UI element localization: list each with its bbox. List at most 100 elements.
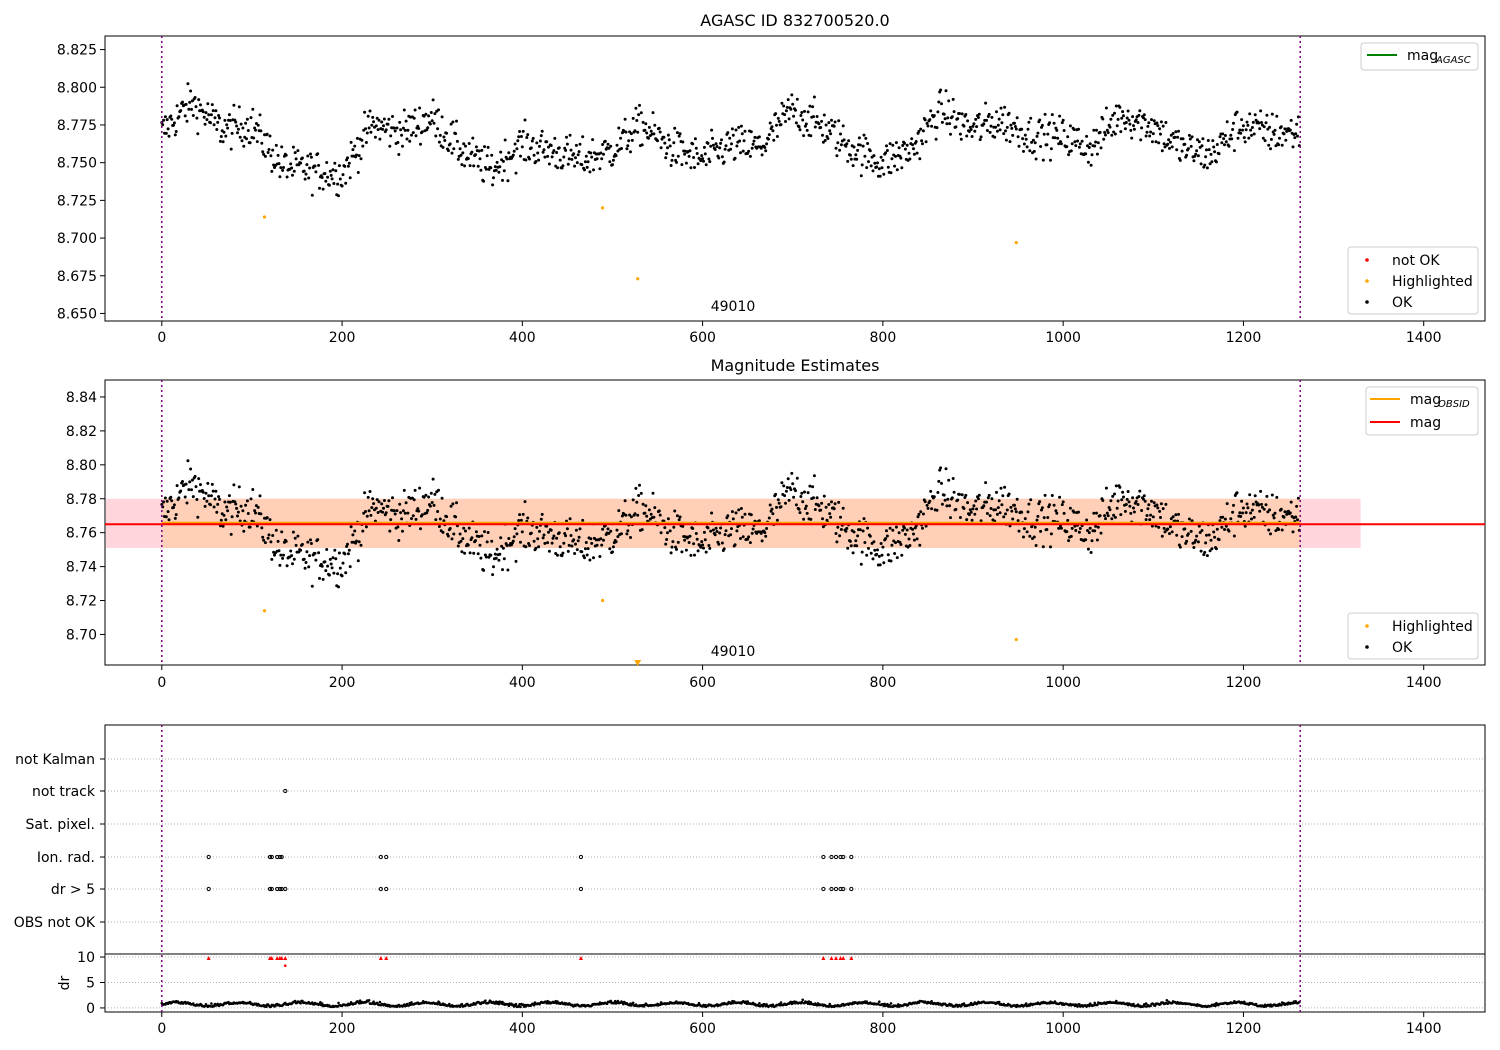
ok-point bbox=[224, 518, 228, 522]
ok-point bbox=[836, 525, 840, 529]
ok-point bbox=[296, 534, 300, 538]
ok-point bbox=[1285, 129, 1289, 133]
ok-point bbox=[714, 142, 718, 146]
highlighted-point bbox=[1014, 637, 1018, 642]
ok-point bbox=[865, 553, 869, 557]
ok-point bbox=[446, 149, 450, 153]
ok-point bbox=[1110, 517, 1114, 521]
ok-point bbox=[696, 162, 700, 166]
ok-point bbox=[1190, 519, 1194, 523]
ok-point bbox=[946, 116, 950, 120]
ok-point bbox=[1067, 539, 1071, 543]
ok-point bbox=[1121, 490, 1125, 494]
ok-point bbox=[628, 513, 632, 517]
ok-point bbox=[799, 114, 803, 117]
ok-point bbox=[537, 158, 541, 162]
ok-point bbox=[873, 161, 877, 165]
ok-point bbox=[977, 493, 981, 497]
ok-point bbox=[1218, 135, 1222, 139]
ok-point bbox=[867, 546, 870, 550]
ok-point bbox=[772, 138, 776, 142]
y-tick-label: 8.650 bbox=[57, 306, 97, 322]
ok-point bbox=[917, 129, 921, 133]
ok-point bbox=[911, 527, 915, 531]
ok-point bbox=[489, 166, 493, 170]
ok-point bbox=[1096, 141, 1100, 145]
ok-point bbox=[1120, 116, 1124, 120]
ok-point bbox=[636, 513, 640, 517]
ok-point bbox=[659, 531, 663, 535]
ok-point bbox=[1148, 518, 1152, 522]
ok-point bbox=[538, 139, 542, 143]
ok-point bbox=[515, 147, 519, 151]
ok-point bbox=[428, 504, 432, 508]
ok-point bbox=[300, 542, 304, 546]
ok-point bbox=[791, 102, 795, 106]
ok-point bbox=[507, 537, 511, 540]
ok-point bbox=[355, 136, 359, 140]
ok-point bbox=[641, 502, 645, 506]
ok-point bbox=[1249, 511, 1253, 515]
ok-point bbox=[222, 513, 226, 517]
ok-point bbox=[1175, 148, 1179, 152]
ok-point bbox=[657, 509, 661, 513]
ok-point bbox=[1250, 508, 1254, 512]
ok-point bbox=[849, 544, 853, 548]
ok-point bbox=[1030, 525, 1034, 529]
ok-point bbox=[998, 511, 1002, 515]
ok-point bbox=[985, 500, 988, 504]
ok-point bbox=[273, 553, 276, 557]
ok-point bbox=[965, 518, 969, 522]
ok-point bbox=[1118, 485, 1122, 489]
ok-point bbox=[1223, 528, 1226, 531]
ok-point bbox=[419, 527, 422, 531]
ok-point bbox=[230, 515, 234, 519]
ok-point bbox=[280, 145, 284, 149]
ok-point bbox=[418, 486, 422, 490]
ok-point bbox=[188, 100, 192, 104]
ok-point bbox=[692, 156, 696, 159]
ok-point bbox=[835, 540, 839, 544]
ok-point bbox=[611, 550, 614, 554]
ok-point bbox=[962, 507, 966, 510]
dr-point bbox=[460, 1002, 464, 1006]
ok-point bbox=[410, 133, 413, 137]
ok-point bbox=[1113, 492, 1116, 496]
ok-point bbox=[775, 518, 779, 522]
ok-point bbox=[704, 163, 708, 167]
ok-point bbox=[251, 488, 255, 491]
ok-point bbox=[1141, 497, 1145, 501]
ok-point bbox=[535, 141, 539, 145]
ok-point bbox=[1177, 129, 1180, 133]
ok-point bbox=[1085, 134, 1089, 138]
ok-point bbox=[829, 515, 833, 519]
ok-point bbox=[535, 525, 539, 529]
ok-point bbox=[1215, 527, 1219, 531]
panel-agasc: AGASC ID 832700520.0 8.6508.6758.7008.72… bbox=[57, 11, 1486, 346]
ok-point bbox=[524, 545, 528, 549]
ok-point bbox=[1197, 140, 1201, 144]
ok-point bbox=[631, 498, 635, 502]
ok-point bbox=[1159, 120, 1163, 124]
ok-point bbox=[256, 505, 260, 509]
ok-point bbox=[1104, 486, 1108, 490]
ok-point bbox=[889, 171, 893, 175]
ok-point bbox=[868, 534, 872, 538]
ok-point bbox=[908, 544, 912, 547]
dr-point bbox=[889, 1002, 893, 1005]
ok-point bbox=[514, 171, 518, 175]
flag-point bbox=[841, 854, 846, 860]
ok-point bbox=[1156, 506, 1160, 510]
y-tick-label: 8.78 bbox=[66, 492, 97, 508]
ok-point bbox=[942, 112, 946, 116]
ok-point bbox=[1231, 510, 1235, 514]
ok-point bbox=[292, 169, 296, 173]
ok-point bbox=[1146, 124, 1150, 128]
ok-point bbox=[588, 558, 592, 562]
ok-point bbox=[1105, 511, 1109, 515]
ok-point bbox=[1025, 530, 1029, 534]
ok-point bbox=[184, 482, 188, 486]
ok-point bbox=[1040, 508, 1043, 512]
ok-point bbox=[255, 140, 259, 144]
ok-point bbox=[1150, 118, 1153, 122]
